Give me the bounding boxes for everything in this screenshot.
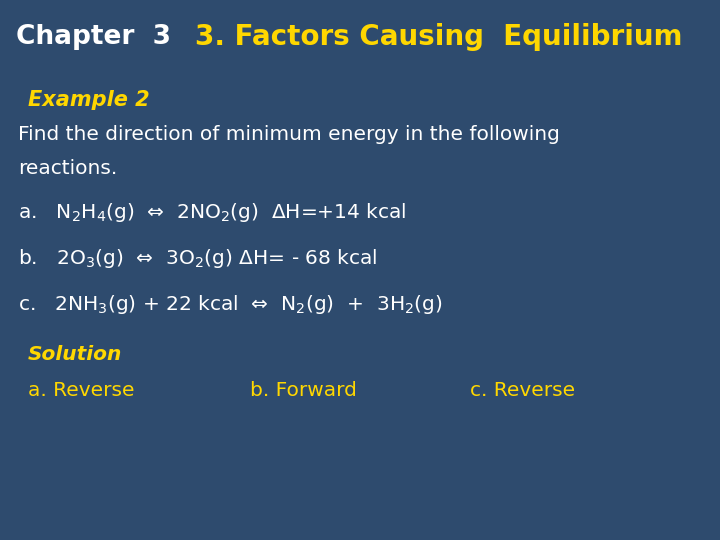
Text: c. Reverse: c. Reverse — [470, 381, 575, 400]
Text: b. Forward: b. Forward — [250, 381, 357, 400]
Text: Solution: Solution — [28, 345, 122, 363]
Text: Find the direction of minimum energy in the following: Find the direction of minimum energy in … — [18, 125, 560, 145]
Text: b.   $\mathrm{2O_3(g)}$  ⇔  $\mathrm{3O_2(g)}$ ΔH= - 68 kcal: b. $\mathrm{2O_3(g)}$ ⇔ $\mathrm{3O_2(g)… — [18, 246, 377, 269]
Text: a. Reverse: a. Reverse — [28, 381, 135, 400]
Text: Chapter  3: Chapter 3 — [17, 24, 171, 51]
Text: c.   $\mathrm{2NH_3(g)}$ + 22 kcal  ⇔  $\mathrm{N_2(g)}$  +  $\mathrm{3H_2(g)}$: c. $\mathrm{2NH_3(g)}$ + 22 kcal ⇔ $\mat… — [18, 293, 443, 315]
Text: reactions.: reactions. — [18, 159, 117, 178]
Text: Example 2: Example 2 — [28, 90, 150, 110]
Text: a.   $\mathrm{N_2H_4(g)}$  ⇔  $\mathrm{2NO_2(g)}$  ΔH=+14 kcal: a. $\mathrm{N_2H_4(g)}$ ⇔ $\mathrm{2NO_2… — [18, 200, 406, 224]
Text: 3. Factors Causing  Equilibrium: 3. Factors Causing Equilibrium — [195, 23, 683, 51]
